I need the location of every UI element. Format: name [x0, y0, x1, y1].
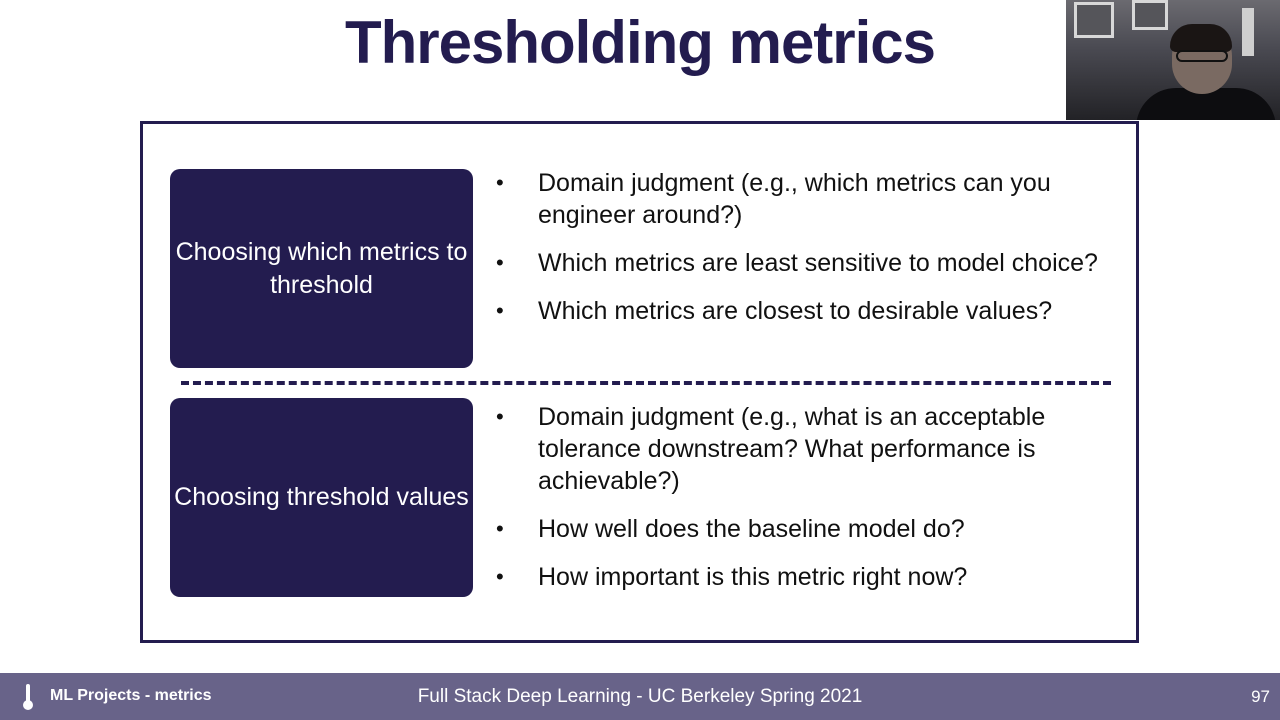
bullet-icon: • — [496, 250, 504, 275]
list-item: • Domain judgment (e.g., what is an accep… — [496, 401, 1116, 497]
bullet-text: How important is this metric right now? — [538, 563, 968, 591]
page-number: 97 — [1251, 687, 1270, 706]
bullet-icon: • — [496, 170, 504, 195]
list-item: • Which metrics are closest to desirable … — [496, 295, 1116, 327]
bullet-text: How well does the baseline model do? — [538, 515, 965, 543]
bullet-icon: • — [496, 298, 504, 323]
list-item: • Which metrics are least sensitive to mo… — [496, 247, 1116, 279]
bullet-text: Which metrics are closest to desirable v… — [538, 297, 1053, 325]
bullet-text: Domain judgment (e.g., which metrics can… — [538, 169, 1051, 229]
bullet-icon: • — [496, 564, 504, 589]
list-item: • How well does the baseline model do? — [496, 513, 1116, 545]
section-label-box: Choosing threshold values — [170, 398, 473, 597]
bullet-icon: • — [496, 516, 504, 541]
list-item: • Domain judgment (e.g., which metrics ca… — [496, 167, 1116, 231]
slide-title: Thresholding metrics — [344, 9, 936, 76]
webcam-video-overlay — [1066, 0, 1280, 120]
footer-course-title: Full Stack Deep Learning - UC Berkeley S… — [417, 686, 863, 707]
presenter-hair — [1170, 24, 1232, 52]
dashed-divider — [181, 381, 1111, 385]
bullet-text: Which metrics are least sensitive to mod… — [538, 249, 1098, 277]
section-label: Choosing threshold values — [174, 483, 469, 511]
thermometer-icon — [23, 684, 33, 710]
wall-frame — [1242, 8, 1254, 56]
section-label: Choosing which metrics to threshold — [175, 237, 468, 299]
slide-footer: ML Projects - metrics Full Stack Deep Le… — [0, 673, 1280, 720]
bullet-list: • Domain judgment (e.g., which metrics ca… — [496, 167, 1116, 343]
bullet-text: Domain judgment (e.g., what is an accept… — [538, 403, 1046, 495]
bullet-icon: • — [496, 404, 504, 429]
bullet-list: • Domain judgment (e.g., what is an accep… — [496, 401, 1116, 609]
wall-frame — [1132, 0, 1168, 30]
list-item: • How important is this metric right now? — [496, 561, 1116, 593]
footer-section-label: ML Projects - metrics — [50, 687, 212, 704]
section-label-box: Choosing which metrics to threshold — [170, 169, 473, 368]
wall-frame — [1074, 2, 1114, 38]
presenter-glasses — [1176, 50, 1228, 62]
